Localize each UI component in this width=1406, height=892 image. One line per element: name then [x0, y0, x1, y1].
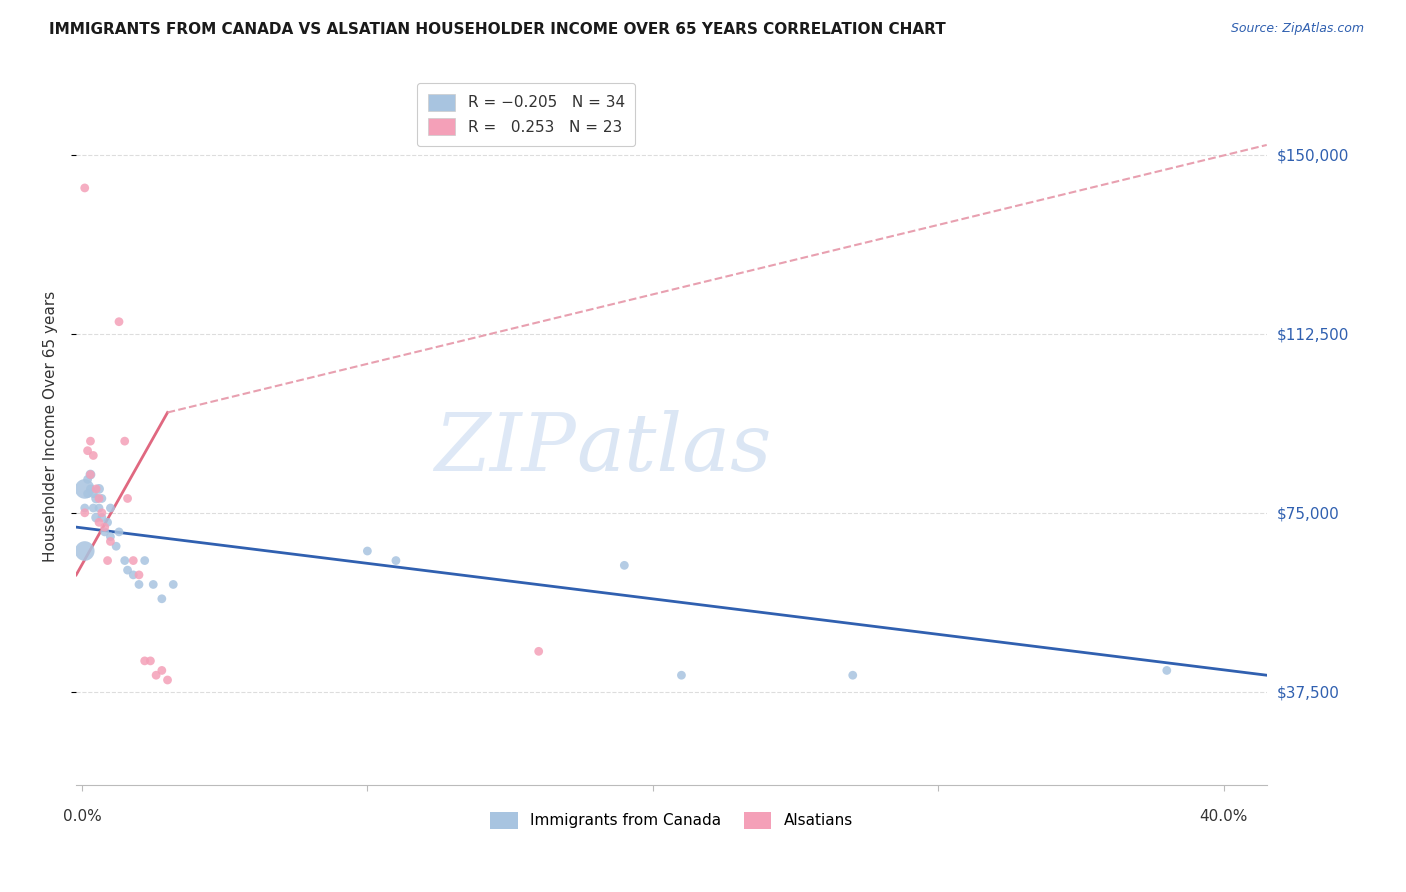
Point [84, 491, 107, 506]
Point [87, 482, 110, 496]
Point [842, 668, 865, 682]
Point [114, 553, 136, 567]
Point [73, 544, 96, 558]
Point [128, 568, 150, 582]
Point [82, 449, 104, 463]
Y-axis label: Householder Income Over 65 years: Householder Income Over 65 years [44, 291, 58, 563]
Point [117, 491, 139, 506]
Point [76, 472, 98, 486]
Point [90, 506, 112, 520]
Point [79, 467, 101, 482]
Point [82, 501, 104, 516]
Point [162, 577, 184, 591]
Point [385, 553, 408, 567]
Point [97, 553, 120, 567]
Point [76, 443, 98, 458]
Point [87, 491, 110, 506]
Text: IMMIGRANTS FROM CANADA VS ALSATIAN HOUSEHOLDER INCOME OVER 65 YEARS CORRELATION : IMMIGRANTS FROM CANADA VS ALSATIAN HOUSE… [49, 22, 946, 37]
Point [139, 654, 162, 668]
Text: ZIP: ZIP [434, 409, 576, 487]
Point [73, 506, 96, 520]
Point [671, 668, 693, 682]
Point [122, 568, 145, 582]
Point [613, 558, 636, 573]
Point [527, 644, 550, 658]
Point [97, 516, 120, 530]
Legend: Immigrants from Canada, Alsatians: Immigrants from Canada, Alsatians [484, 805, 859, 835]
Point [105, 539, 128, 553]
Point [100, 501, 122, 516]
Point [73, 482, 96, 496]
Text: Source: ZipAtlas.com: Source: ZipAtlas.com [1230, 22, 1364, 36]
Point [100, 530, 122, 544]
Point [79, 482, 101, 496]
Text: 40.0%: 40.0% [1199, 809, 1249, 824]
Point [93, 520, 115, 534]
Point [114, 434, 136, 449]
Point [1156, 664, 1178, 678]
Point [76, 486, 98, 500]
Point [150, 664, 173, 678]
Point [87, 501, 110, 516]
Point [82, 486, 104, 500]
Text: 0.0%: 0.0% [62, 809, 101, 824]
Point [84, 482, 107, 496]
Point [156, 673, 179, 687]
Point [90, 510, 112, 524]
Point [93, 524, 115, 539]
Point [84, 510, 107, 524]
Point [79, 434, 101, 449]
Point [145, 668, 167, 682]
Point [108, 524, 131, 539]
Point [356, 544, 378, 558]
Point [142, 577, 165, 591]
Point [122, 553, 145, 567]
Point [100, 534, 122, 549]
Point [128, 577, 150, 591]
Point [108, 315, 131, 329]
Point [134, 553, 156, 567]
Point [150, 591, 173, 606]
Point [87, 516, 110, 530]
Point [73, 181, 96, 195]
Point [117, 563, 139, 577]
Point [79, 467, 101, 482]
Point [134, 654, 156, 668]
Point [73, 501, 96, 516]
Point [90, 491, 112, 506]
Text: atlas: atlas [576, 409, 772, 487]
